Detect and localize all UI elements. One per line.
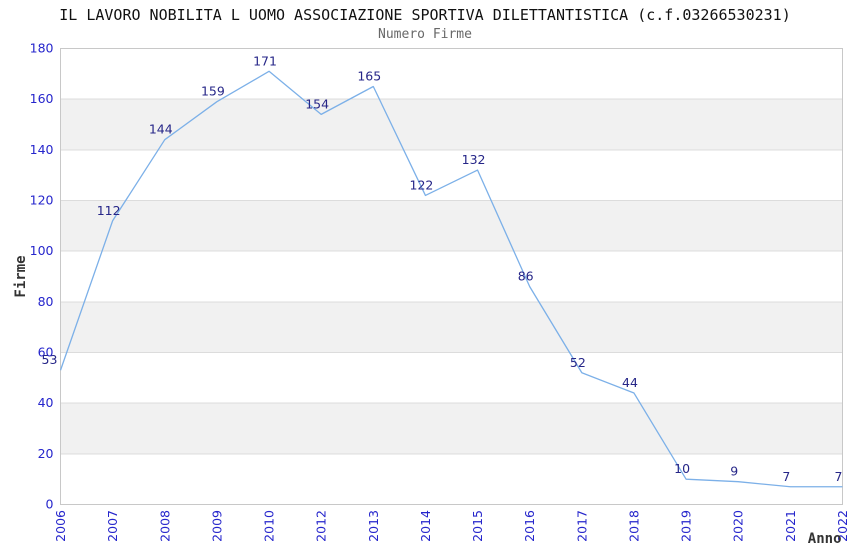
x-axis-title: Anno [808, 531, 842, 547]
x-tick-label: 2019 [679, 510, 694, 542]
x-tick-label: 2006 [53, 510, 68, 542]
data-point-label: 112 [97, 203, 121, 218]
data-point-label: 7 [835, 469, 843, 484]
y-axis-title: Firme [13, 255, 29, 297]
data-point-label: 86 [518, 269, 534, 284]
y-tick-label: 120 [30, 193, 54, 208]
grid-band [60, 402, 843, 455]
x-tick-label: 2013 [366, 510, 381, 542]
x-tick-label: 2018 [626, 510, 641, 542]
x-tick-label: 2014 [418, 510, 433, 542]
chart-subtitle: Numero Firme [378, 27, 472, 42]
y-tick-label: 100 [30, 243, 54, 258]
data-point-label: 132 [462, 152, 486, 167]
y-tick-label: 140 [30, 142, 54, 157]
x-tick-label: 2021 [783, 510, 798, 542]
grid-band [60, 98, 843, 151]
x-tick-label: 2008 [157, 510, 172, 542]
data-point-label: 10 [674, 461, 690, 476]
data-point-label: 165 [357, 69, 381, 84]
y-tick-label: 60 [38, 345, 54, 360]
y-tick-label: 20 [38, 446, 54, 461]
y-tick-label: 160 [30, 91, 54, 106]
data-point-label: 144 [149, 122, 173, 137]
x-tick-label: 2007 [105, 510, 120, 542]
grid-band [60, 301, 843, 354]
data-point-label: 154 [305, 96, 329, 111]
x-tick-label: 2016 [522, 510, 537, 542]
x-tick-label: 2015 [470, 510, 485, 542]
x-tick-label: 2020 [731, 510, 746, 542]
data-point-label: 9 [730, 464, 738, 479]
x-tick-label: 2010 [262, 510, 277, 542]
x-tick-label: 2017 [574, 510, 589, 542]
y-tick-label: 80 [38, 294, 54, 309]
y-tick-label: 40 [38, 395, 54, 410]
x-tick-label: 2022 [835, 510, 850, 542]
data-line [59, 70, 843, 488]
data-point-label: 122 [410, 177, 434, 192]
chart-title: IL LAVORO NOBILITA L UOMO ASSOCIAZIONE S… [59, 6, 791, 24]
data-point-label: 44 [622, 375, 638, 390]
data-point-label: 52 [570, 355, 586, 370]
grid-band [60, 200, 843, 252]
x-tick-label: 2009 [209, 510, 224, 542]
plot-border [60, 48, 843, 505]
y-tick-label: 0 [46, 497, 54, 512]
y-tick-label: 180 [30, 41, 54, 56]
data-point-label: 171 [253, 53, 277, 68]
data-point-label: 53 [42, 352, 58, 367]
x-tick-label: 2012 [314, 510, 329, 542]
data-point-label: 159 [201, 84, 225, 99]
data-point-label: 7 [782, 469, 790, 484]
